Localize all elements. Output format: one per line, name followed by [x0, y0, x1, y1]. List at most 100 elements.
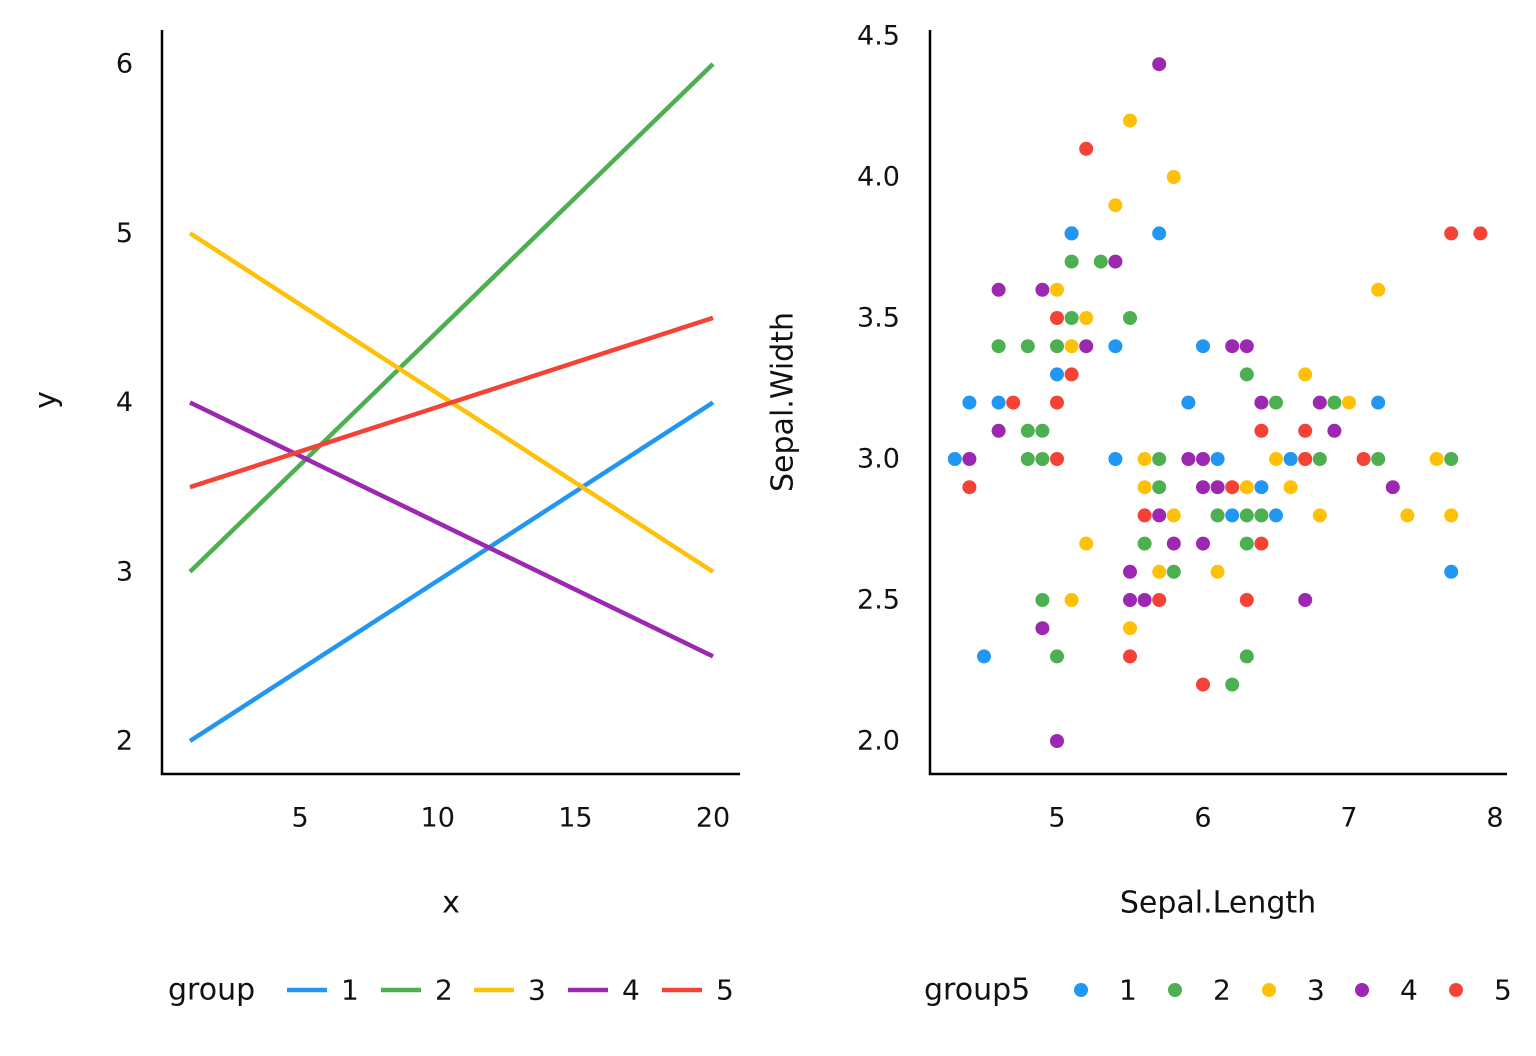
data-point-group-2	[1152, 452, 1167, 466]
data-point-group-2	[1137, 536, 1152, 551]
data-point-group-2	[1020, 423, 1035, 438]
data-point-group-2	[1050, 339, 1064, 354]
legend-title: group	[168, 973, 255, 1008]
data-point-group-2	[1239, 536, 1254, 551]
y-tick-label: 2.5	[857, 585, 900, 616]
legend-label-3: 3	[1307, 974, 1325, 1007]
legend-key-3	[1262, 983, 1276, 997]
legend-label-1: 1	[1119, 974, 1137, 1007]
data-point-group-3	[1064, 339, 1079, 354]
data-point-group-1	[1108, 452, 1123, 466]
x-tick-label: 5	[292, 803, 309, 834]
y-tick-label: 4.5	[857, 21, 900, 52]
data-point-group-2	[1327, 395, 1342, 410]
data-point-group-5	[1137, 508, 1152, 523]
legend-label-5: 5	[716, 974, 734, 1007]
data-point-group-3	[1137, 480, 1152, 495]
data-point-group-5	[1006, 395, 1021, 410]
legend-key-2	[1168, 983, 1182, 997]
data-point-group-4	[1079, 339, 1094, 354]
data-point-group-1	[962, 395, 977, 410]
y-axis-title: y	[29, 391, 64, 409]
data-point-group-2	[1371, 452, 1386, 466]
data-point-group-2	[1093, 254, 1108, 269]
data-point-group-1	[991, 395, 1006, 410]
legend-label-4: 4	[622, 974, 640, 1007]
legend-label-2: 2	[435, 974, 453, 1007]
legend-title: group5	[924, 973, 1030, 1008]
data-point-group-1	[1064, 226, 1079, 241]
x-tick-label: 20	[696, 803, 730, 834]
data-point-group-4	[1312, 395, 1327, 410]
data-point-group-4	[991, 423, 1006, 438]
x-tick-label: 15	[558, 803, 592, 834]
data-point-group-2	[1269, 395, 1283, 410]
data-point-group-3	[1239, 480, 1254, 495]
data-point-group-3	[1123, 621, 1137, 636]
axis-lines	[160, 30, 740, 776]
data-point-group-2	[1064, 254, 1079, 269]
data-point-group-2	[1239, 367, 1254, 382]
data-point-group-3	[1050, 282, 1064, 297]
data-point-group-5	[1298, 452, 1313, 466]
data-point-group-4	[1181, 452, 1196, 466]
data-point-group-4	[1327, 423, 1342, 438]
x-tick-label: 5	[1048, 803, 1065, 834]
data-point-group-3	[1444, 508, 1459, 523]
data-point-group-3	[1312, 508, 1327, 523]
data-point-group-2	[1152, 480, 1167, 495]
x-tick-label: 6	[1194, 803, 1211, 834]
axis-lines	[928, 30, 1507, 776]
data-point-group-3	[1064, 593, 1079, 607]
data-point-group-3	[1166, 508, 1181, 523]
y-tick-label: 3	[116, 556, 133, 587]
data-point-group-2	[1225, 677, 1240, 692]
data-point-group-3	[1108, 198, 1123, 213]
data-point-group-2	[1035, 452, 1050, 466]
y-tick-label: 4.0	[857, 162, 900, 193]
data-point-group-5	[1225, 480, 1240, 495]
data-point-group-1	[1371, 395, 1386, 410]
x-tick-label: 10	[421, 803, 455, 834]
legend-key-1	[1074, 983, 1088, 997]
data-point-group-4	[1123, 564, 1137, 579]
data-point-group-2	[1239, 508, 1254, 523]
data-point-group-4	[1152, 57, 1167, 72]
data-point-group-5	[1123, 649, 1137, 664]
data-point-group-4	[1108, 254, 1123, 269]
data-point-group-4	[1196, 480, 1210, 495]
y-tick-label: 6	[116, 49, 133, 80]
y-axis-title: Sepal.Width	[766, 312, 801, 492]
data-point-group-5	[1254, 536, 1269, 551]
x-axis-title: Sepal.Length	[1120, 886, 1316, 921]
scatter-chart-panel: 2.0 2.5 3.0 3.5 4.0 4.5 5 6 7 8 Sepal.Length Sepal.…	[766, 21, 1512, 1008]
data-point-group-4	[1225, 339, 1240, 354]
data-point-group-1	[1108, 339, 1123, 354]
legend-label-2: 2	[1213, 974, 1231, 1007]
data-point-group-1	[1269, 508, 1283, 523]
data-point-group-4	[1152, 508, 1167, 523]
x-tick-label: 7	[1340, 803, 1357, 834]
series-line-5	[189, 315, 714, 490]
data-point-group-3	[1342, 395, 1356, 410]
data-point-group-5	[1444, 226, 1459, 241]
series-line-4	[189, 400, 714, 659]
data-point-group-4	[1254, 395, 1269, 410]
y-tick-label: 3.5	[857, 303, 900, 334]
data-point-group-1	[977, 649, 991, 664]
data-point-group-4	[962, 452, 977, 466]
data-point-group-3	[1079, 536, 1094, 551]
data-point-group-2	[1312, 452, 1327, 466]
data-point-group-5	[1064, 367, 1079, 382]
y-tick-label: 4	[116, 387, 133, 418]
data-point-group-5	[1050, 395, 1064, 410]
data-point-group-2	[1254, 508, 1269, 523]
data-point-group-1	[1181, 395, 1196, 410]
data-point-group-2	[1064, 311, 1079, 325]
legend-label-4: 4	[1400, 974, 1418, 1007]
data-point-group-2	[1020, 339, 1035, 354]
series-line-2	[188, 62, 715, 574]
data-point-group-3	[1152, 564, 1167, 579]
data-point-group-2	[1444, 452, 1459, 466]
